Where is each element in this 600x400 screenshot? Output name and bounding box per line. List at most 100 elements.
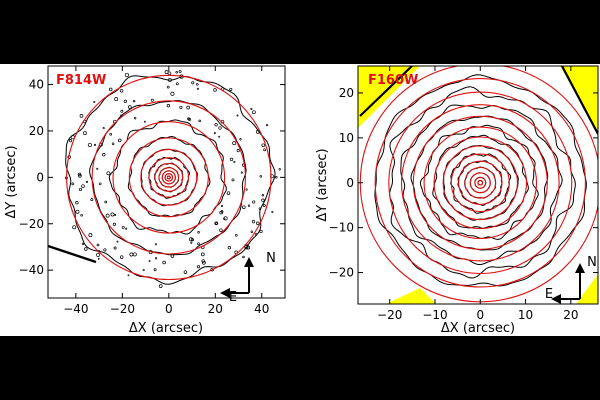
- model-ellipse: [140, 149, 198, 206]
- noise-speck: [220, 205, 224, 208]
- noise-speck: [162, 260, 166, 265]
- compass: N E: [220, 251, 276, 305]
- noise-speck: [85, 180, 89, 184]
- model-ellipse: [66, 74, 272, 281]
- noise-speck: [96, 167, 99, 170]
- noise-speck: [72, 225, 77, 230]
- noise-speck: [148, 259, 151, 262]
- noise-speck: [229, 157, 234, 162]
- noise-speck: [167, 77, 172, 82]
- noise-speck: [109, 132, 113, 136]
- noise-speck: [80, 213, 83, 217]
- noise-speck: [116, 240, 119, 243]
- compass-east-arrowhead: [220, 288, 230, 298]
- y-tick-label: −10: [329, 221, 354, 235]
- noise-speck: [196, 265, 201, 269]
- noise-speck: [96, 252, 101, 257]
- noise-speck: [179, 105, 183, 109]
- mask-corner-bottom-right: [576, 274, 598, 304]
- model-ellipse: [442, 145, 518, 221]
- noise-speck: [105, 213, 110, 218]
- noise-speck: [223, 217, 226, 220]
- y-tick-label: −40: [19, 263, 44, 277]
- noise-speck: [196, 83, 199, 86]
- compass-north-arrowhead: [244, 257, 254, 267]
- noise-speck: [81, 184, 85, 188]
- noise-speck: [226, 191, 231, 195]
- noise-speck: [154, 243, 157, 246]
- noise-speck: [121, 225, 125, 229]
- noise-speck: [154, 257, 158, 260]
- noise-speck: [218, 126, 222, 130]
- noise-speck: [256, 221, 260, 226]
- x-tick-label: 10: [518, 308, 533, 322]
- plot-area: [358, 66, 598, 304]
- noise-speck: [275, 176, 278, 179]
- model-ellipse: [91, 100, 247, 255]
- noise-speck: [68, 139, 73, 143]
- y-axis-label: ΔY (arcsec): [4, 145, 19, 218]
- noise-speck: [200, 252, 205, 257]
- model-ellipse: [154, 162, 184, 192]
- noise-speck: [77, 172, 82, 177]
- data-contour: [65, 75, 276, 285]
- noise-speck: [219, 228, 223, 232]
- y-tick-label: −20: [329, 266, 354, 280]
- x-axis-label: ΔX (arcsec): [129, 321, 203, 336]
- x-tick-label: −20: [377, 308, 402, 322]
- noise-speck: [142, 268, 145, 272]
- x-tick-label: 20: [563, 308, 578, 322]
- noise-speck: [114, 214, 117, 216]
- noise-speck: [108, 87, 113, 92]
- model-ellipse: [423, 126, 538, 240]
- compass: N E: [545, 255, 597, 304]
- model-ellipse: [450, 153, 510, 213]
- noise-speck: [125, 227, 128, 230]
- model-ellipse: [412, 115, 548, 250]
- x-tick-label: 40: [254, 302, 269, 316]
- noise-speck: [252, 110, 256, 115]
- y-tick-label: −20: [19, 217, 44, 231]
- noise-speck: [259, 229, 263, 234]
- noise-speck: [231, 178, 235, 182]
- y-tick-label: 20: [339, 86, 354, 100]
- compass-east-label: E: [545, 287, 553, 302]
- model-ellipse: [161, 170, 176, 185]
- noise-speck: [75, 209, 80, 214]
- noise-speck: [229, 87, 233, 91]
- noise-speck: [170, 254, 175, 258]
- noise-speck: [97, 257, 100, 260]
- model-ellipse: [458, 160, 503, 205]
- model-ellipse: [477, 180, 484, 186]
- noise-speck: [88, 233, 93, 238]
- noise-speck: [250, 107, 253, 110]
- noise-speck: [213, 132, 216, 135]
- y-tick-label: 0: [346, 176, 354, 190]
- x-tick-label: −40: [63, 302, 88, 316]
- noise-speck: [129, 252, 134, 257]
- noise-speck: [133, 116, 137, 120]
- noise-speck: [164, 70, 169, 75]
- noise-speck: [93, 100, 96, 103]
- noise-speck: [251, 220, 256, 224]
- panel-label: F814W: [56, 73, 106, 88]
- x-tick-label: 20: [208, 302, 223, 316]
- model-ellipse: [112, 121, 226, 234]
- noise-speck: [132, 99, 136, 103]
- model-ellipse: [464, 166, 497, 199]
- noise-speck: [79, 114, 84, 118]
- noise-speck: [239, 138, 242, 141]
- noise-speck: [120, 109, 124, 113]
- x-axis-label: ΔX (arcsec): [441, 321, 515, 336]
- noise-speck: [112, 222, 116, 226]
- compass-east-label: E: [229, 290, 237, 305]
- noise-speck: [189, 237, 193, 242]
- panel-label: F160W: [368, 73, 418, 88]
- noise-speck: [186, 105, 191, 110]
- data-contour: [432, 134, 529, 229]
- noise-speck: [150, 98, 154, 102]
- noise-speck: [242, 255, 245, 259]
- model-ellipse: [400, 104, 560, 262]
- y-axis-label: ΔY (arcsec): [315, 148, 330, 221]
- noise-speck: [250, 230, 254, 233]
